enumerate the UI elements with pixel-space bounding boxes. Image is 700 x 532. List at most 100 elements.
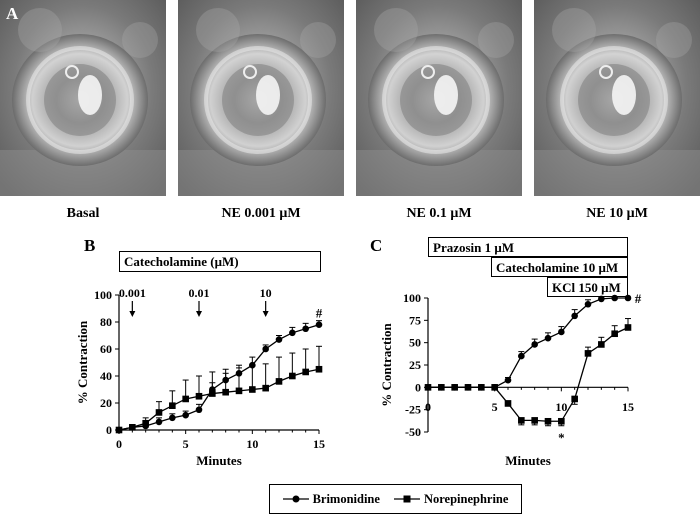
- x-tick-label: 10: [555, 400, 567, 414]
- x-tick-label: 5: [492, 400, 498, 414]
- data-point-brimonidine: [315, 321, 323, 328]
- panel-c-letter: C: [370, 236, 383, 255]
- data-point-norepinephrine: [584, 350, 592, 357]
- data-point-norepinephrine: [531, 417, 538, 424]
- data-point-brimonidine: [289, 329, 296, 337]
- data-point-brimonidine: [518, 352, 525, 360]
- x-tick-label: 15: [313, 437, 325, 451]
- data-point-norepinephrine: [464, 384, 472, 391]
- data-point-norepinephrine: [451, 384, 458, 391]
- significance-star: *: [558, 430, 565, 445]
- data-point-brimonidine: [531, 341, 538, 348]
- data-point-brimonidine: [624, 294, 632, 302]
- circle-marker-icon: [282, 495, 309, 503]
- data-point-brimonidine: [182, 411, 189, 419]
- significance-hash: #: [316, 305, 323, 320]
- data-point-brimonidine: [262, 345, 269, 353]
- caption-ne-0001: NE 0.001 μM: [221, 206, 301, 221]
- y-tick-label: 60: [100, 342, 112, 356]
- data-point-brimonidine: [598, 295, 605, 303]
- data-point-norepinephrine: [624, 324, 632, 331]
- data-point-brimonidine: [584, 300, 592, 308]
- catecholamine-box: Catecholamine (μM): [119, 251, 321, 272]
- legend: Brimonidine Norepinephrine: [269, 484, 522, 514]
- chart-c: 0 5 10 15 -50 -25 0 25 50 75 100 % Contraction Minut…: [379, 291, 642, 468]
- data-point-norepinephrine: [129, 424, 136, 431]
- arrow-head-icon: [129, 311, 136, 317]
- data-point-norepinephrine: [115, 426, 123, 434]
- legend-label-norepinephrine: Norepinephrine: [423, 491, 509, 506]
- series-line-brimonidine: [428, 297, 628, 388]
- caption-ne-01: NE 0.1 μM: [406, 206, 472, 221]
- y-tick-label: 75: [409, 313, 421, 327]
- data-point-norepinephrine: [558, 417, 565, 425]
- data-point-brimonidine: [302, 325, 309, 333]
- arrow-label: 10: [260, 286, 272, 300]
- x-axis-label: Minutes: [196, 453, 242, 468]
- x-axis-label: Minutes: [505, 453, 551, 468]
- series-line-norepinephrine: [118, 368, 320, 431]
- arrow-label: 0.01: [189, 286, 210, 300]
- arrow-label: 0.001: [119, 286, 146, 300]
- y-axis-label: % Contraction: [379, 323, 394, 407]
- series-line-norepinephrine: [428, 326, 629, 422]
- y-tick-label: -25: [405, 403, 421, 417]
- data-point-norepinephrine: [182, 395, 189, 403]
- data-point-brimonidine: [571, 312, 578, 320]
- micrograph-basal-graphic: [0, 0, 166, 196]
- panel-a-letter: A: [6, 4, 19, 23]
- caption-basal: Basal: [66, 206, 100, 221]
- significance-hash: #: [635, 291, 642, 306]
- y-tick-label: 40: [100, 369, 112, 383]
- y-tick-label: 25: [409, 358, 421, 372]
- data-point-brimonidine: [504, 376, 512, 384]
- y-tick-label: 100: [94, 288, 112, 302]
- catecholamine-10-box: Catecholamine 10 μM: [491, 257, 628, 277]
- prazosin-box: Prazosin 1 μM: [428, 237, 628, 257]
- square-marker-icon: [393, 495, 420, 503]
- legend-item-brimonidine: Brimonidine: [282, 491, 380, 507]
- x-tick-label: 15: [622, 400, 634, 414]
- micrograph-ne-10: [534, 0, 700, 196]
- data-point-brimonidine: [275, 336, 283, 343]
- micrograph-ne-01-graphic: [356, 0, 522, 196]
- data-point-brimonidine: [195, 406, 203, 414]
- y-tick-label: 0: [106, 423, 112, 437]
- data-point-brimonidine: [544, 334, 552, 342]
- data-point-norepinephrine: [195, 392, 203, 400]
- data-point-brimonidine: [558, 328, 565, 336]
- data-point-norepinephrine: [222, 388, 229, 396]
- legend-item-norepinephrine: Norepinephrine: [393, 491, 509, 507]
- y-tick-label: 50: [409, 336, 421, 350]
- data-point-norepinephrine: [262, 384, 269, 392]
- data-point-brimonidine: [169, 414, 176, 422]
- data-point-norepinephrine: [504, 400, 512, 407]
- data-point-norepinephrine: [598, 341, 605, 348]
- series-line-brimonidine: [118, 324, 320, 431]
- micrograph-ne-01: [356, 0, 522, 196]
- chart-b: 0 5 10 15 0 20 40 60 80 100 % Contraction Minutes 0.…: [75, 286, 325, 468]
- caption-ne-10: NE 10 μM: [586, 206, 648, 221]
- micrograph-ne-0001: [178, 0, 344, 196]
- data-point-norepinephrine: [142, 419, 149, 427]
- arrow-head-icon: [196, 311, 202, 317]
- x-tick-label: 10: [246, 437, 258, 451]
- data-point-norepinephrine: [571, 395, 578, 403]
- x-tick-label: 5: [183, 437, 189, 451]
- data-point-norepinephrine: [611, 330, 618, 338]
- data-point-norepinephrine: [275, 378, 283, 385]
- y-tick-label: 20: [100, 396, 112, 410]
- data-point-norepinephrine: [302, 368, 309, 376]
- y-axis-label: % Contraction: [75, 320, 90, 404]
- y-tick-label: 0: [415, 380, 421, 394]
- legend-label-brimonidine: Brimonidine: [312, 491, 380, 506]
- data-point-brimonidine: [611, 294, 618, 302]
- data-point-norepinephrine: [518, 417, 525, 424]
- data-point-norepinephrine: [235, 387, 243, 395]
- data-point-norepinephrine: [478, 384, 485, 391]
- micrograph-ne-10-graphic: [534, 0, 700, 196]
- data-point-norepinephrine: [209, 390, 216, 397]
- data-point-norepinephrine: [289, 372, 296, 380]
- y-tick-label: 100: [403, 291, 421, 305]
- x-tick-label: 0: [425, 400, 431, 414]
